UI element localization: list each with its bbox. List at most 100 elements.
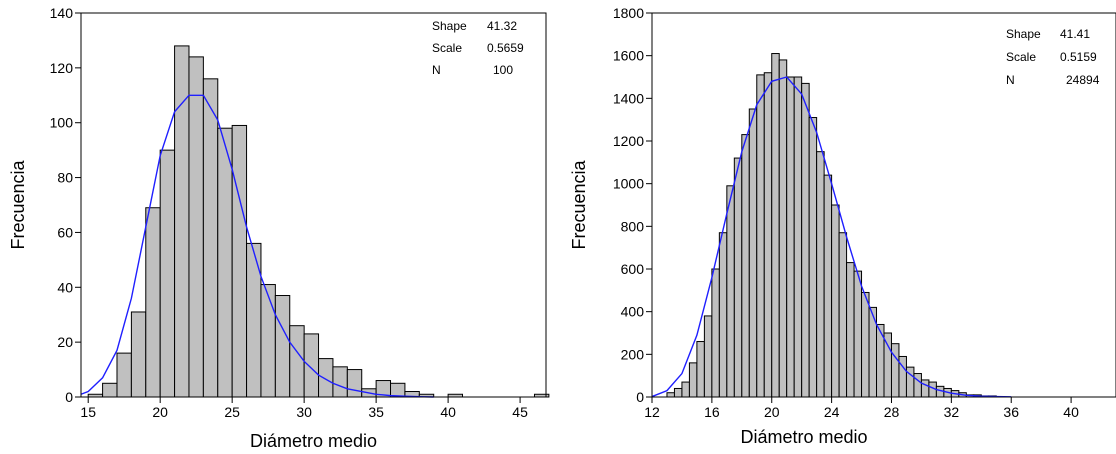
y-tick-label: 400 — [621, 304, 645, 320]
chart-1: 0 20 40 60 80 100 120 140 15 20 25 30 35 40 45 Diámetro… — [8, 5, 550, 451]
y-tick-label: 600 — [621, 261, 645, 277]
histogram-bar — [260, 284, 276, 398]
stat-label: N — [1006, 73, 1015, 87]
histogram-bar — [274, 295, 291, 398]
y-tick-label: 120 — [50, 60, 74, 76]
histogram-bar — [231, 124, 248, 398]
stat-label: Shape — [432, 19, 467, 33]
y-axis-label: Frecuencia — [569, 159, 589, 249]
y-tick-label: 1200 — [613, 133, 644, 149]
histogram-bar — [913, 373, 922, 398]
histogram-bar — [883, 332, 892, 398]
stat-value: 24894 — [1066, 73, 1100, 87]
histogram-bar — [102, 382, 118, 398]
histogram-bar — [202, 78, 219, 398]
histogram-bar — [748, 108, 758, 398]
stat-value: 0.5659 — [487, 41, 524, 55]
x-tick-label: 40 — [1063, 404, 1079, 420]
y-axis: 0 200 400 600 800 1000 1200 1400 1600 1800 — [613, 5, 652, 405]
histogram-bar — [346, 369, 363, 398]
histogram-bar — [823, 174, 833, 398]
histogram-bar — [673, 387, 683, 398]
histogram-bar — [703, 315, 713, 398]
histogram-bar — [718, 232, 728, 398]
y-tick-label: 1800 — [613, 5, 644, 21]
x-tick-label: 40 — [440, 404, 456, 420]
x-tick-label: 35 — [368, 404, 384, 420]
histogram-bar — [303, 333, 320, 398]
y-tick-label: 800 — [621, 218, 645, 234]
histogram-bar — [145, 207, 161, 398]
histogram-bars — [666, 53, 997, 398]
x-tick-label: 28 — [884, 404, 900, 420]
histogram-bar — [696, 341, 705, 398]
y-tick-label: 40 — [57, 279, 73, 295]
histogram-bar — [831, 204, 840, 398]
histogram-bar — [741, 134, 750, 398]
histogram-bar — [853, 270, 863, 398]
histogram-bar — [808, 117, 818, 398]
y-tick-label: 200 — [621, 346, 645, 362]
plot-frame — [80, 12, 547, 398]
histogram-bar — [666, 392, 675, 398]
histogram-bar — [786, 76, 795, 398]
histogram-bar — [159, 149, 176, 398]
x-tick-label: 20 — [764, 404, 780, 420]
x-tick-label: 12 — [644, 404, 660, 420]
histogram-bar — [838, 232, 848, 398]
stat-value: 0.5159 — [1060, 50, 1097, 64]
histogram-bar — [130, 311, 147, 398]
y-tick-label: 1000 — [613, 176, 644, 192]
x-tick-label: 16 — [704, 404, 720, 420]
histogram-bar — [188, 56, 204, 398]
y-tick-label: 0 — [636, 389, 644, 405]
histogram-bars — [87, 45, 550, 398]
histogram-bar — [217, 127, 233, 398]
histogram-bar — [681, 381, 690, 398]
histogram-bar — [816, 151, 825, 398]
y-tick-label: 140 — [50, 5, 74, 21]
plot-frame — [651, 12, 1116, 398]
y-tick-label: 100 — [50, 115, 74, 131]
histogram-bar — [318, 358, 334, 398]
x-axis-label: Diámetro medio — [250, 431, 377, 451]
y-tick-label: 60 — [57, 224, 73, 240]
x-axis: 15 20 25 30 35 40 45 — [80, 397, 528, 420]
y-tick-label: 20 — [57, 334, 73, 350]
histogram-bar — [801, 82, 810, 398]
histogram-bar — [861, 291, 870, 398]
stat-label: Scale — [432, 41, 462, 55]
histogram-bar — [332, 366, 348, 398]
x-tick-label: 32 — [944, 404, 960, 420]
histogram-bar — [778, 59, 788, 398]
histogram-bar — [711, 268, 720, 398]
stat-value: 41.41 — [1060, 27, 1090, 41]
x-tick-label: 25 — [224, 404, 240, 420]
stat-label: Shape — [1006, 27, 1041, 41]
fit-curve — [80, 94, 434, 398]
fit-curve — [651, 76, 1012, 398]
histogram-bar — [920, 379, 930, 398]
y-axis: 0 20 40 60 80 100 120 140 — [50, 5, 81, 405]
histogram-bar — [793, 76, 803, 398]
y-tick-label: 80 — [57, 170, 73, 186]
y-tick-label: 1400 — [613, 90, 644, 106]
histogram-bar — [890, 343, 900, 398]
y-tick-label: 1600 — [613, 48, 644, 64]
histogram-bar — [390, 382, 406, 398]
histogram-bar — [688, 362, 698, 398]
stats-box: Shape 41.41 Scale 0.5159 N 24894 — [1006, 27, 1100, 87]
x-tick-label: 24 — [824, 404, 840, 420]
x-axis-label: Diámetro medio — [740, 427, 867, 447]
histogram-bar — [289, 325, 305, 398]
stats-box: Shape 41.32 Scale 0.5659 N 100 — [432, 19, 524, 77]
chart-2: 0 200 400 600 800 1000 1200 1400 1600 1800 12 16 20 2… — [569, 5, 1116, 447]
x-axis: 12 16 20 24 28 32 36 40 — [644, 397, 1079, 420]
y-axis-label: Frecuencia — [8, 159, 28, 249]
x-tick-label: 20 — [152, 404, 168, 420]
histogram-bar — [756, 74, 765, 398]
x-tick-label: 30 — [296, 404, 312, 420]
stat-label: N — [432, 63, 441, 77]
histogram-bar — [763, 72, 773, 398]
